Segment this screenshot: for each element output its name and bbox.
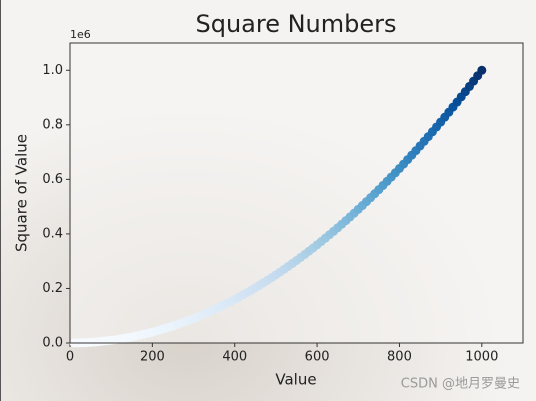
- y-tick-label: 0.0: [42, 336, 63, 351]
- scatter-point: [477, 65, 487, 75]
- y-tick-label: 1.0: [42, 63, 63, 78]
- x-tick-label: 400: [222, 350, 247, 365]
- watermark: CSDN @地月罗曼史: [401, 377, 520, 392]
- y-axis-label: Square of Value: [13, 134, 31, 252]
- y-tick-label: 0.6: [42, 172, 63, 187]
- plot-area: [70, 43, 523, 343]
- x-axis-label: Value: [275, 371, 316, 389]
- chart-title: Square Numbers: [195, 10, 396, 38]
- axes-frame: [69, 42, 524, 344]
- y-tick-label: 0.4: [42, 226, 63, 241]
- x-tick-label: 800: [387, 350, 412, 365]
- y-tick-label: 0.8: [42, 117, 63, 132]
- x-tick-label: 0: [66, 350, 74, 365]
- x-tick-label: 200: [140, 350, 165, 365]
- x-tick-label: 1000: [465, 350, 498, 365]
- y-tick-label: 0.2: [42, 281, 63, 296]
- y-offset-text: 1e6: [70, 28, 91, 41]
- x-tick-label: 600: [305, 350, 330, 365]
